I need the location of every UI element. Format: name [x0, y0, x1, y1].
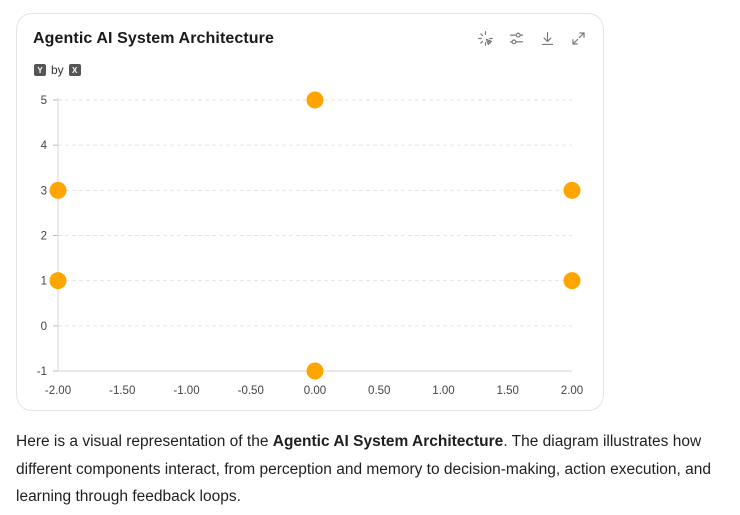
expand-icon[interactable] [568, 28, 589, 49]
data-point [49, 272, 67, 290]
chart-title: Agentic AI System Architecture [33, 30, 274, 47]
sliders-icon[interactable] [506, 28, 527, 49]
y-axis-chip[interactable]: Y [34, 64, 46, 76]
y-tick-label: -1 [37, 366, 47, 378]
data-point [306, 91, 324, 109]
chart-toolbar [475, 28, 589, 49]
y-tick-label: 5 [41, 95, 47, 107]
x-axis-chip[interactable]: X [68, 64, 81, 76]
scatter-chart: -1 0 1 2 3 4 5 -2.00 -1.50 -1.00 -0.50 0.00 0.50 1.00… [37, 91, 583, 397]
x-tick-label: -0.50 [238, 385, 264, 397]
y-tick-label: 1 [41, 276, 47, 288]
x-tick-label: 2.00 [561, 385, 583, 397]
caption-text-end: . The diagram illustrates how different … [16, 433, 712, 505]
x-tick-label: -2.00 [45, 385, 71, 397]
data-point [306, 362, 324, 380]
caption-text-start: Here is a visual representation of the [16, 433, 273, 450]
data-point [563, 181, 581, 199]
download-icon[interactable] [537, 28, 558, 49]
x-tick-label: 1.00 [432, 385, 454, 397]
select-icon[interactable] [475, 28, 496, 49]
y-tick-label: 0 [41, 321, 47, 333]
data-point [563, 272, 581, 290]
x-tick-label: 1.50 [497, 385, 519, 397]
x-tick-label: 0.50 [368, 385, 390, 397]
x-tick-label: -1.00 [173, 385, 199, 397]
caption-bold-title: Agentic AI System Architecture [272, 433, 504, 450]
caption-paragraph: Here is a visual representation of the A… [16, 428, 734, 511]
axis-legend: Y by X [34, 63, 81, 77]
x-tick-label: 0.00 [304, 385, 326, 397]
legend-by-label: by [51, 63, 64, 77]
data-point [49, 181, 67, 199]
x-tick-label: -1.50 [109, 385, 135, 397]
y-tick-label: 4 [41, 140, 48, 152]
y-tick-label: 3 [41, 185, 47, 197]
chart-card: Agentic AI System Architecture Y by X [16, 13, 604, 411]
y-tick-label: 2 [41, 231, 47, 243]
